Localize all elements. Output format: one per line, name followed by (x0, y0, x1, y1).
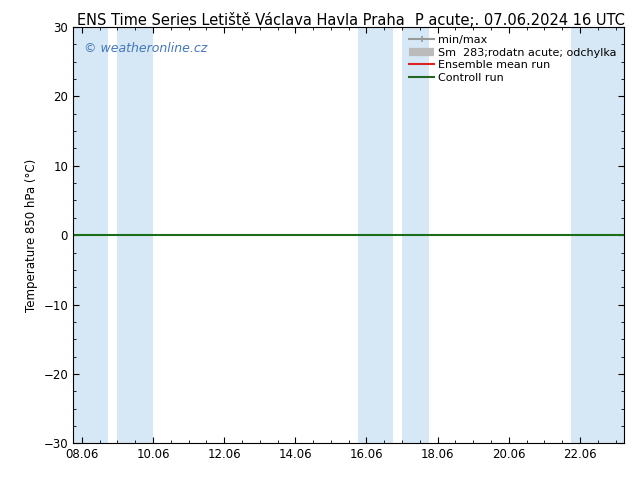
Bar (73, 27, 108, 443)
Bar (358, 27, 393, 443)
Title: ENS Time Series Letiště Václava Havla Praha     P acute;. 07.06.2024 16 UTC: ENS Time Series Letiště Václava Havla Pr… (0, 489, 1, 490)
Legend: min/max, Sm  283;rodatn acute; odchylka, Ensemble mean run, Controll run: min/max, Sm 283;rodatn acute; odchylka, … (407, 32, 619, 85)
Y-axis label: Temperature 850 hPa (°C): Temperature 850 hPa (°C) (25, 159, 38, 312)
Bar (402, 27, 429, 443)
Text: P acute;. 07.06.2024 16 UTC: P acute;. 07.06.2024 16 UTC (415, 13, 625, 28)
Text: © weatheronline.cz: © weatheronline.cz (84, 42, 207, 54)
Text: ENS Time Series Letiště Václava Havla Praha: ENS Time Series Letiště Václava Havla Pr… (77, 13, 404, 28)
Bar (571, 27, 624, 443)
Bar (117, 27, 153, 443)
